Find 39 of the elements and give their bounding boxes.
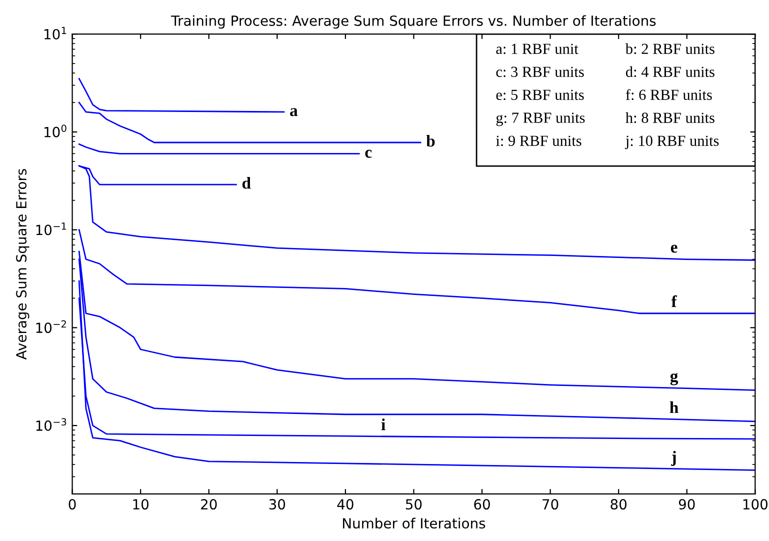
x-tick-label: 10 bbox=[133, 499, 148, 510]
x-tick-label: 80 bbox=[610, 499, 626, 510]
x-tick-label: 60 bbox=[474, 499, 490, 510]
x-tick-label: 30 bbox=[269, 499, 286, 510]
chart-title: Training Process: Average Sum Square Errors vs. Number of Iterations bbox=[171, 15, 656, 29]
x-tick-label: 90 bbox=[678, 499, 695, 510]
annotation: h: 8 RBF units bbox=[626, 112, 714, 124]
annotation: j: 10 RBF units bbox=[624, 136, 719, 150]
y-tick-label: 10$^{−1}$ bbox=[36, 222, 66, 236]
x-axis-title: Number of Iterations bbox=[343, 518, 486, 529]
annotation: e: 5 RBF units bbox=[496, 90, 584, 100]
series-label: a bbox=[290, 108, 298, 116]
y-tick-label: 10$^{1}$ bbox=[44, 26, 66, 40]
annotation: b: 2 RBF units bbox=[625, 43, 714, 54]
annotation: c: 3 RBF units bbox=[496, 66, 584, 78]
annotation: g: 7 RBF units bbox=[496, 112, 585, 126]
series-label: j bbox=[671, 450, 676, 466]
series-label: c bbox=[365, 150, 372, 158]
series-label: e bbox=[670, 244, 678, 253]
y-tick-label: 10$^{−3}$ bbox=[36, 418, 66, 431]
series-label: g bbox=[670, 372, 678, 386]
y-tick-label: 10$^{0}$ bbox=[44, 124, 66, 138]
y-axis-title: Average Sum Square Errors bbox=[16, 168, 30, 360]
x-tick-label: 20 bbox=[201, 499, 217, 510]
x-tick-label: 40 bbox=[337, 499, 354, 510]
annotation: d: 4 RBF units bbox=[626, 66, 714, 78]
series-label: h bbox=[670, 401, 678, 413]
annotation: f: 6 RBF units bbox=[626, 89, 712, 100]
series-label: i bbox=[381, 418, 386, 430]
x-tick-label: 70 bbox=[542, 499, 558, 510]
series-label: d bbox=[242, 177, 251, 189]
x-tick-label: 100 bbox=[743, 499, 768, 510]
x-tick-label: 0 bbox=[68, 499, 76, 510]
series-label: f bbox=[671, 295, 677, 308]
annotation: a: 1 RBF unit bbox=[496, 44, 578, 54]
y-tick-label: 10$^{−2}$ bbox=[36, 320, 66, 334]
series-label: b bbox=[426, 134, 435, 147]
x-tick-label: 50 bbox=[406, 499, 422, 510]
annotation: i: 9 RBF units bbox=[496, 136, 582, 146]
